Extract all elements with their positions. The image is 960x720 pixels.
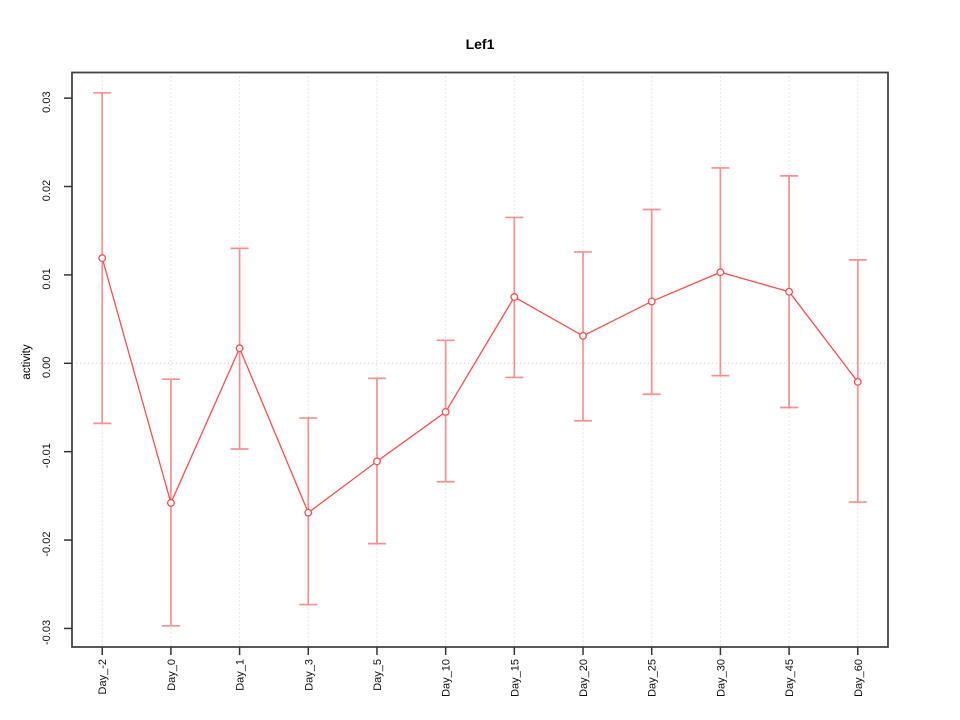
- data-point: [235, 344, 244, 353]
- y-axis-label: activity: [21, 344, 33, 379]
- y-tick-label: 0.00: [41, 357, 53, 378]
- mean-line: [101, 257, 859, 514]
- plot-area: -0.03 -0.02 -0.01 0.00 0.01 0.02 0.03 Day_-2 Day…: [41, 71, 889, 697]
- x-tick-label: Day_0: [166, 659, 178, 691]
- y-tick-label: 0.01: [41, 268, 53, 289]
- x-tick-label: Day_3: [303, 659, 315, 691]
- x-tick-label: Day_30: [715, 659, 727, 697]
- data-point: [579, 331, 587, 340]
- x-tick-label: Day_20: [578, 659, 590, 697]
- data-point: [373, 457, 381, 466]
- y-tick-label: 0.02: [41, 180, 53, 201]
- x-tick-label: Day_25: [647, 659, 659, 697]
- data-point: [304, 508, 313, 517]
- x-tick-label: Day_15: [509, 659, 521, 697]
- x-tick-label: Day_5: [372, 659, 384, 691]
- x-tick-label: Day_1: [235, 659, 247, 691]
- data-point: [647, 297, 656, 306]
- data-point: [510, 293, 519, 301]
- data-point: [716, 268, 725, 277]
- x-tick-label: Day_60: [853, 659, 865, 697]
- data-point: [98, 254, 107, 263]
- y-tick-label: 0.03: [41, 91, 53, 112]
- data-point: [785, 287, 794, 296]
- x-tick-label: Day_10: [441, 659, 453, 697]
- y-tick-label: -0.01: [41, 443, 53, 468]
- x-tick-label: Day_45: [784, 659, 796, 697]
- data-point: [166, 498, 175, 507]
- chart-title: Lef1: [466, 36, 495, 52]
- y-tick-label: -0.02: [41, 532, 53, 557]
- data-point: [441, 407, 450, 416]
- plot-box: [71, 71, 889, 648]
- data-point: [853, 377, 862, 386]
- x-tick-label: Day_-2: [97, 659, 109, 694]
- y-tick-label: -0.03: [41, 620, 53, 645]
